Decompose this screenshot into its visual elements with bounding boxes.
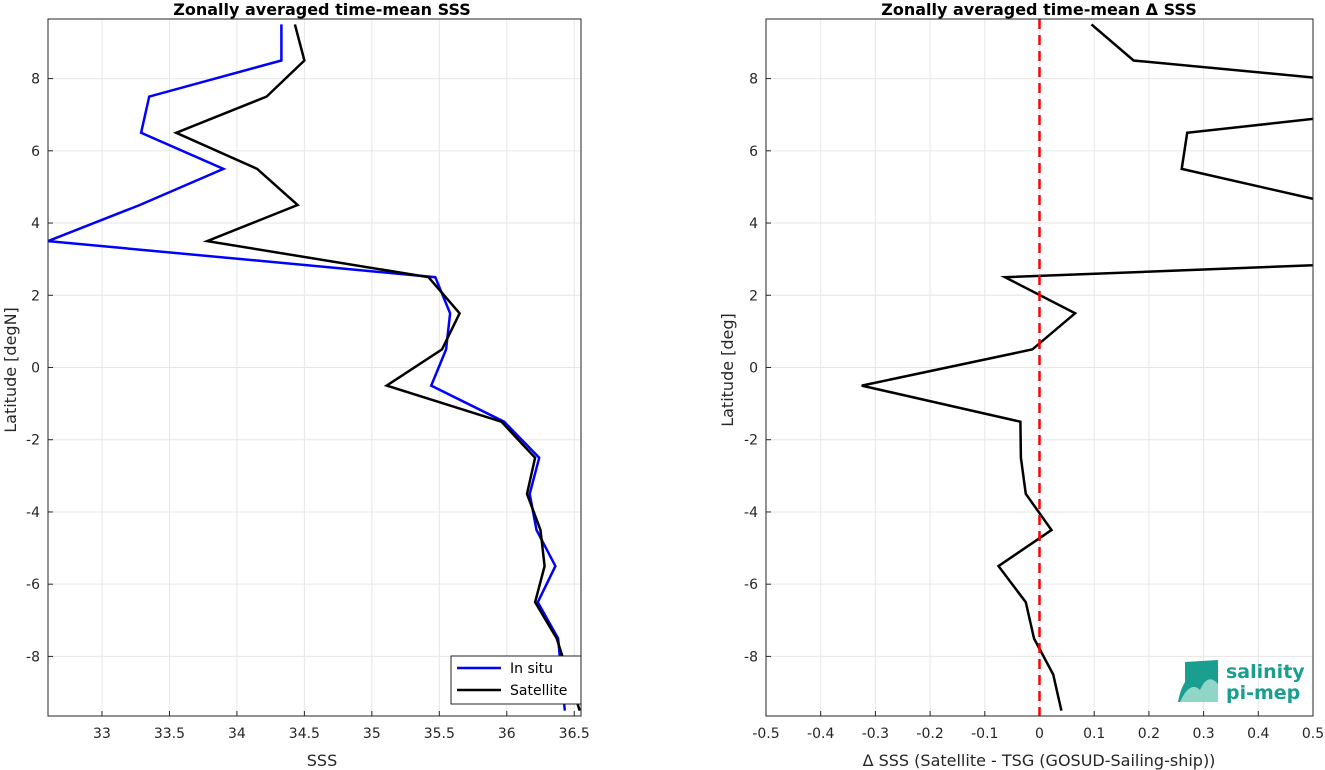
y-tick-label: -2: [26, 433, 40, 449]
y-tick-label: -2: [744, 433, 758, 449]
series-line-in-situ: [48, 24, 567, 711]
y-tick-label: 4: [749, 216, 758, 232]
series-line-satellite: [172, 24, 581, 711]
x-tick-label: -0.5: [752, 726, 779, 742]
x-tick-label: 35: [363, 726, 381, 742]
x-tick-label: -0.3: [862, 726, 889, 742]
x-tick-label: 0.4: [1247, 726, 1269, 742]
legend-label-in-situ: In situ: [510, 661, 553, 677]
y-tick-label: 6: [749, 144, 758, 160]
chart-title: Zonally averaged time-mean Δ SSS: [881, 0, 1197, 19]
y-axis-label: Latitude [degN]: [1, 307, 20, 433]
logo-wave-highlight: [1180, 679, 1218, 702]
x-tick-label: 0.2: [1138, 726, 1160, 742]
y-tick-label: -6: [744, 577, 758, 593]
y-tick-labels: -8 -6 -4 -2 0 2 4 6 8: [744, 72, 758, 666]
x-tick-label: 36: [498, 726, 516, 742]
legend: In situ Satellite: [450, 655, 582, 705]
y-tick-label: 0: [749, 361, 758, 377]
x-axis-label: SSS: [307, 751, 337, 770]
y-tick-label: -8: [26, 649, 40, 665]
x-tick-label: 0: [1035, 726, 1044, 742]
y-tick-label: -6: [26, 577, 40, 593]
x-axis-label: Δ SSS (Satellite - TSG (GOSUD-Sailing-sh…: [863, 751, 1216, 770]
logo-text-pi-mep: pi-mep: [1226, 682, 1300, 704]
x-tick-label: 35.5: [424, 726, 455, 742]
y-tick-label: 2: [749, 288, 758, 304]
x-tick-label: -0.4: [807, 726, 834, 742]
x-tick-label: 0.3: [1192, 726, 1214, 742]
chart-title: Zonally averaged time-mean SSS: [173, 0, 471, 19]
x-tick-label: -0.2: [916, 726, 943, 742]
x-tick-label: 33: [93, 726, 111, 742]
y-axis-label: Latitude [deg]: [718, 313, 737, 427]
y-tick-label: 8: [749, 72, 758, 88]
y-tick-labels: -8 -6 -4 -2 0 2 4 6 8: [26, 72, 40, 666]
y-tick-label: 2: [31, 288, 40, 304]
x-tick-labels: 33 33.5 34 34.5 35 35.5 36 36.5: [93, 726, 590, 742]
logo-text-salinity: salinity: [1226, 661, 1305, 683]
x-tick-label: 33.5: [154, 726, 185, 742]
delta-sss-profile-panel: -0.5 -0.4 -0.3 -0.2 -0.1 0 0.1 0.2 0.3 0.4 0.5 -8-…: [718, 0, 1324, 770]
x-tick-label: 36.5: [559, 726, 590, 742]
y-tick-label: -4: [744, 505, 758, 521]
x-tick-label: 0.1: [1083, 726, 1105, 742]
legend-label-satellite: Satellite: [510, 683, 567, 699]
y-tick-label: -8: [744, 649, 758, 665]
x-tick-label: 0.5: [1302, 726, 1324, 742]
data-lines: [48, 24, 581, 711]
x-tick-label: -0.1: [971, 726, 998, 742]
series-line-delta-sss: [861, 23, 1313, 711]
y-tick-label: -4: [26, 505, 40, 521]
y-tick-label: 0: [31, 361, 40, 377]
data-lines: [861, 23, 1313, 711]
axes-box: [47, 18, 582, 717]
legend-box: [450, 655, 582, 705]
axes-box: [765, 18, 1314, 717]
x-tick-labels: -0.5 -0.4 -0.3 -0.2 -0.1 0 0.1 0.2 0.3 0.4 0.5: [752, 726, 1324, 742]
y-tick-label: 8: [31, 72, 40, 88]
y-tick-label: 4: [31, 216, 40, 232]
y-tick-label: 6: [31, 144, 40, 160]
salinity-pi-mep-logo: salinity pi-mep: [1178, 660, 1305, 704]
x-tick-label: 34.5: [289, 726, 320, 742]
sss-profile-panel: 33 33.5 34 34.5 35 35.5 36 36.5 -8 -6 -4 -2 0 2 4 6 8 Z…: [1, 0, 590, 770]
x-tick-label: 34: [228, 726, 246, 742]
